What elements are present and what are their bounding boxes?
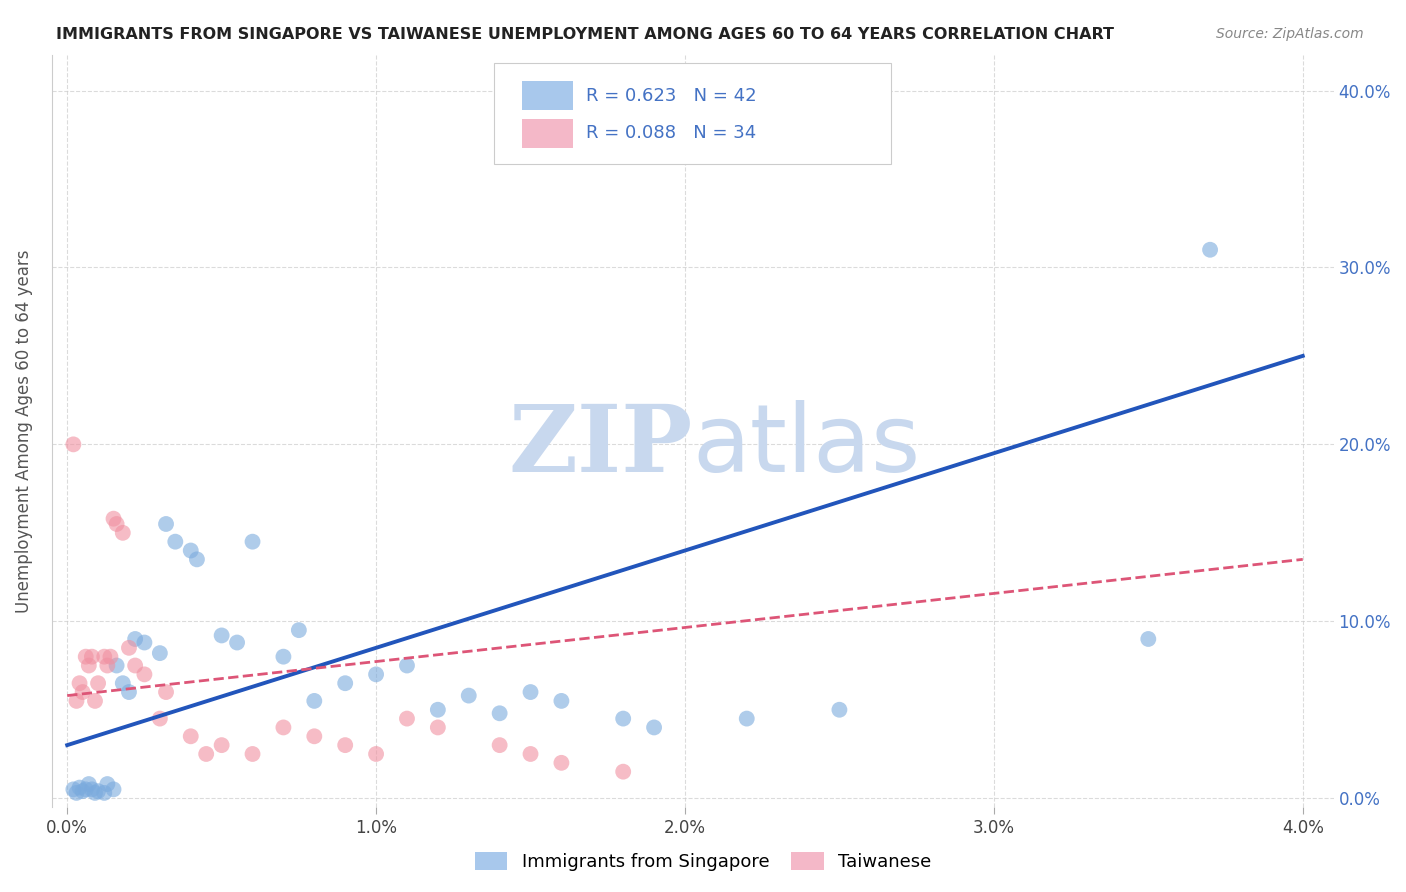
Point xyxy=(395,658,418,673)
Point xyxy=(65,694,87,708)
Text: IMMIGRANTS FROM SINGAPORE VS TAIWANESE UNEMPLOYMENT AMONG AGES 60 TO 64 YEARS CO: IMMIGRANTS FROM SINGAPORE VS TAIWANESE U… xyxy=(56,27,1114,42)
Point xyxy=(242,534,264,549)
Point xyxy=(72,685,94,699)
Point xyxy=(134,667,156,681)
Point xyxy=(87,784,110,798)
Point xyxy=(155,516,177,531)
Point xyxy=(364,747,387,761)
Text: R = 0.623   N = 42: R = 0.623 N = 42 xyxy=(586,87,756,104)
Point xyxy=(364,667,387,681)
Point xyxy=(111,676,134,690)
Point xyxy=(488,706,510,721)
Point xyxy=(186,552,208,566)
Point xyxy=(457,689,479,703)
Point xyxy=(84,786,107,800)
Point xyxy=(488,738,510,752)
Point xyxy=(72,784,94,798)
Point xyxy=(100,649,122,664)
Point xyxy=(426,721,449,735)
Point xyxy=(80,649,103,664)
Point xyxy=(75,649,97,664)
Point xyxy=(149,646,172,660)
Point xyxy=(75,782,97,797)
Point xyxy=(105,658,128,673)
Point xyxy=(273,649,295,664)
Point xyxy=(77,777,100,791)
FancyBboxPatch shape xyxy=(522,119,574,147)
Text: atlas: atlas xyxy=(693,401,921,492)
Text: Source: ZipAtlas.com: Source: ZipAtlas.com xyxy=(1216,27,1364,41)
Point xyxy=(87,676,110,690)
Point xyxy=(273,721,295,735)
Point xyxy=(118,640,141,655)
Point xyxy=(62,782,84,797)
Point xyxy=(612,712,634,726)
Point xyxy=(180,729,202,743)
Point xyxy=(304,729,326,743)
Point xyxy=(96,777,118,791)
Point xyxy=(180,543,202,558)
Point xyxy=(65,786,87,800)
Point xyxy=(118,685,141,699)
Point xyxy=(93,649,115,664)
Point xyxy=(519,685,541,699)
Point xyxy=(643,721,665,735)
FancyBboxPatch shape xyxy=(522,81,574,110)
Point xyxy=(149,712,172,726)
Point xyxy=(304,694,326,708)
Point xyxy=(550,756,572,770)
Point xyxy=(124,658,146,673)
Point xyxy=(155,685,177,699)
Point xyxy=(84,694,107,708)
Point xyxy=(105,516,128,531)
Point xyxy=(165,534,187,549)
Point xyxy=(335,676,357,690)
Point xyxy=(735,712,758,726)
Point xyxy=(69,780,91,795)
Point xyxy=(103,782,125,797)
Point xyxy=(1137,632,1160,646)
Point xyxy=(226,635,249,649)
Legend: Immigrants from Singapore, Taiwanese: Immigrants from Singapore, Taiwanese xyxy=(468,845,938,879)
Point xyxy=(211,738,233,752)
Point xyxy=(195,747,218,761)
Point xyxy=(550,694,572,708)
Point xyxy=(134,635,156,649)
Point xyxy=(96,658,118,673)
Point xyxy=(426,703,449,717)
Point xyxy=(93,786,115,800)
Text: R = 0.088   N = 34: R = 0.088 N = 34 xyxy=(586,124,756,143)
Point xyxy=(111,525,134,540)
Point xyxy=(124,632,146,646)
Point xyxy=(77,658,100,673)
Point xyxy=(103,511,125,525)
Point xyxy=(1199,243,1222,257)
Y-axis label: Unemployment Among Ages 60 to 64 years: Unemployment Among Ages 60 to 64 years xyxy=(15,250,32,613)
Point xyxy=(211,628,233,642)
Point xyxy=(242,747,264,761)
Point xyxy=(62,437,84,451)
Point xyxy=(80,782,103,797)
Point xyxy=(612,764,634,779)
Point xyxy=(288,623,311,637)
FancyBboxPatch shape xyxy=(494,62,891,164)
Point xyxy=(395,712,418,726)
Point xyxy=(335,738,357,752)
Text: ZIP: ZIP xyxy=(509,401,693,491)
Point xyxy=(69,676,91,690)
Point xyxy=(519,747,541,761)
Point xyxy=(828,703,851,717)
